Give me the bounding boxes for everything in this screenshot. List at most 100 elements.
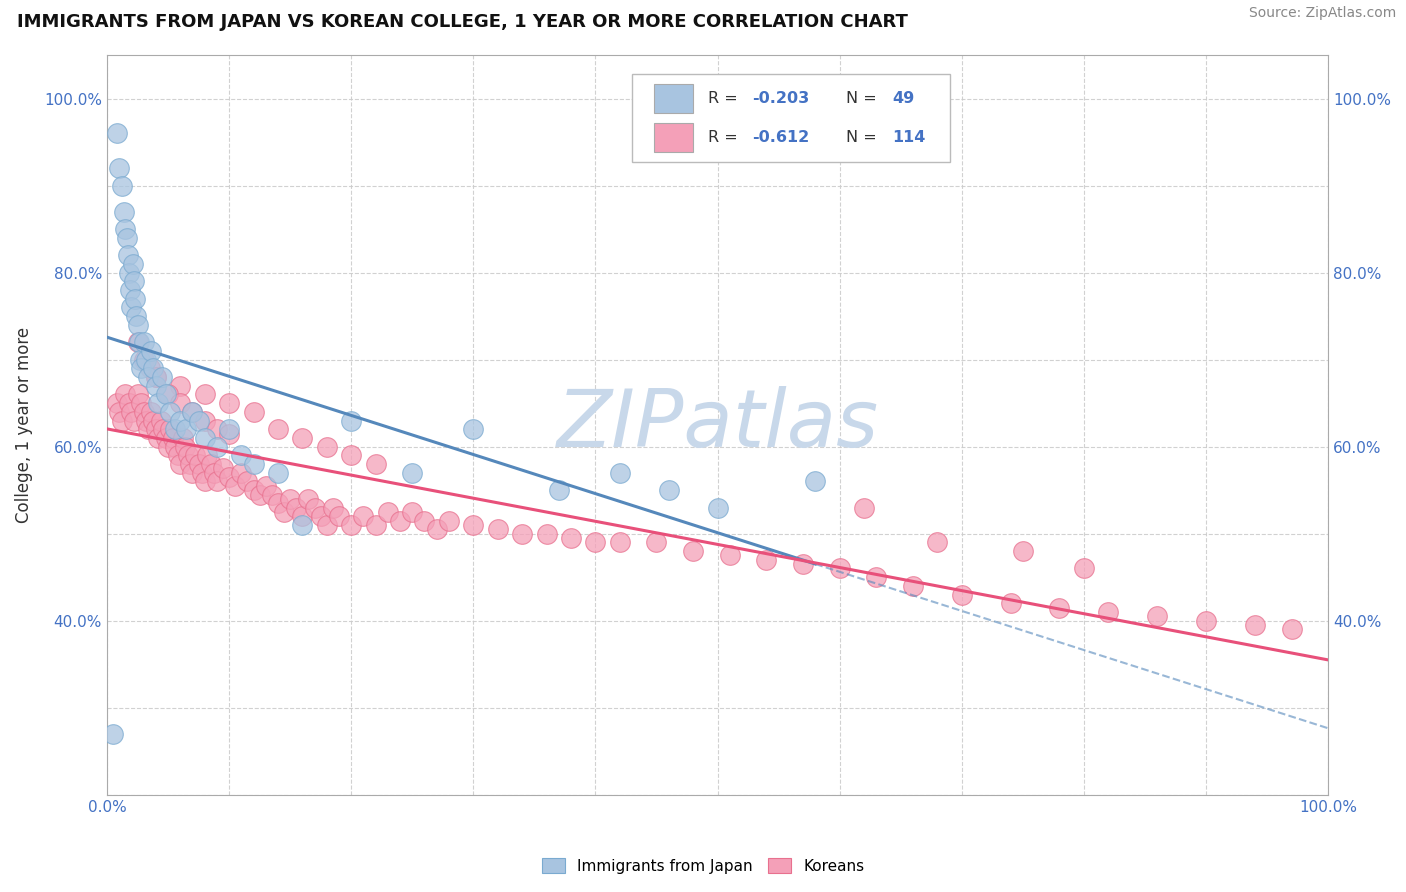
Point — [127, 335, 149, 350]
Point — [463, 518, 485, 533]
Point — [340, 518, 363, 533]
Point — [150, 370, 173, 384]
Point — [291, 509, 314, 524]
Point — [148, 396, 170, 410]
Point — [291, 431, 314, 445]
Point — [377, 505, 399, 519]
Point — [162, 431, 184, 445]
Text: -0.612: -0.612 — [752, 130, 808, 145]
Text: 49: 49 — [893, 91, 914, 106]
Legend: Immigrants from Japan, Koreans: Immigrants from Japan, Koreans — [536, 852, 870, 880]
Point — [273, 505, 295, 519]
Point — [236, 475, 259, 489]
Point — [148, 431, 170, 445]
Point — [1073, 561, 1095, 575]
Point — [322, 500, 344, 515]
Y-axis label: College, 1 year or more: College, 1 year or more — [15, 326, 32, 523]
Point — [706, 500, 728, 515]
Point — [205, 440, 228, 454]
Point — [212, 461, 235, 475]
Point — [179, 457, 201, 471]
Point — [127, 318, 149, 332]
Point — [181, 405, 204, 419]
Point — [718, 549, 741, 563]
Point — [191, 466, 214, 480]
Point — [340, 413, 363, 427]
Point — [166, 449, 188, 463]
Point — [1244, 618, 1267, 632]
Bar — [654, 123, 693, 152]
Point — [853, 500, 876, 515]
Point — [304, 500, 326, 515]
Point — [159, 422, 181, 436]
Point — [267, 466, 290, 480]
Point — [218, 422, 240, 436]
Point — [138, 370, 160, 384]
Point — [682, 544, 704, 558]
Point — [121, 257, 143, 271]
Point — [120, 283, 142, 297]
Point — [112, 204, 135, 219]
Point — [155, 387, 177, 401]
Point — [194, 387, 217, 401]
Point — [1049, 600, 1071, 615]
Point — [828, 561, 851, 575]
Point — [352, 509, 374, 524]
Point — [181, 466, 204, 480]
Text: R =: R = — [707, 130, 742, 145]
Point — [560, 531, 582, 545]
Point — [181, 405, 204, 419]
Point — [437, 514, 460, 528]
Point — [1000, 596, 1022, 610]
Point — [194, 475, 217, 489]
Point — [165, 440, 187, 454]
Point — [609, 535, 631, 549]
Text: -0.203: -0.203 — [752, 91, 808, 106]
Point — [157, 440, 180, 454]
Point — [463, 422, 485, 436]
Point — [114, 222, 136, 236]
Point — [155, 431, 177, 445]
Point — [609, 466, 631, 480]
Text: R =: R = — [707, 91, 742, 106]
Point — [127, 387, 149, 401]
Point — [242, 483, 264, 498]
Point — [120, 301, 142, 315]
FancyBboxPatch shape — [633, 74, 949, 162]
Point — [149, 413, 172, 427]
Point — [169, 457, 191, 471]
Point — [231, 449, 253, 463]
Point — [118, 396, 141, 410]
Point — [645, 535, 668, 549]
Point — [927, 535, 949, 549]
Point — [184, 449, 207, 463]
Point — [124, 292, 146, 306]
Point — [187, 457, 209, 471]
Point — [278, 491, 301, 506]
Point — [285, 500, 308, 515]
Point — [101, 727, 124, 741]
Point — [218, 396, 240, 410]
Point — [804, 475, 827, 489]
Point — [536, 526, 558, 541]
Point — [792, 557, 814, 571]
Point — [547, 483, 569, 498]
Point — [865, 570, 887, 584]
Point — [315, 518, 337, 533]
Point — [142, 361, 165, 376]
Point — [510, 526, 533, 541]
Point — [187, 413, 209, 427]
Point — [364, 518, 387, 533]
Point — [122, 274, 145, 288]
Point — [194, 431, 217, 445]
Point — [950, 588, 973, 602]
Text: IMMIGRANTS FROM JAPAN VS KOREAN COLLEGE, 1 YEAR OR MORE CORRELATION CHART: IMMIGRANTS FROM JAPAN VS KOREAN COLLEGE,… — [17, 13, 908, 31]
Point — [260, 487, 283, 501]
Point — [200, 457, 222, 471]
Point — [105, 127, 128, 141]
Point — [157, 387, 180, 401]
Point — [159, 405, 181, 419]
Point — [169, 396, 191, 410]
Point — [117, 248, 139, 262]
Point — [145, 370, 167, 384]
